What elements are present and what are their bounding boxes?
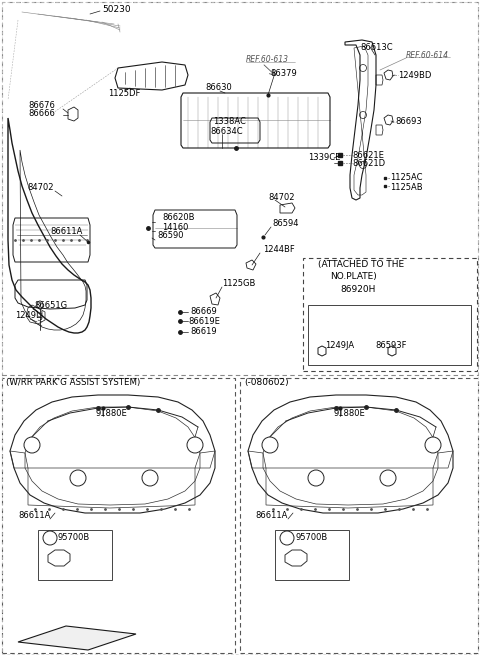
Text: 50230: 50230	[102, 5, 131, 14]
Text: 1249BD: 1249BD	[398, 70, 432, 79]
Text: 86634C: 86634C	[210, 127, 242, 136]
Text: a: a	[75, 474, 81, 483]
Circle shape	[43, 531, 57, 545]
Text: 1339CE: 1339CE	[308, 154, 340, 163]
Text: 86666: 86666	[28, 110, 55, 119]
Bar	[308, 305, 471, 365]
Text: 86611A: 86611A	[255, 512, 288, 520]
Text: 86693: 86693	[395, 117, 422, 127]
Text: REF.60-614: REF.60-614	[406, 51, 449, 60]
Text: 95700B: 95700B	[296, 533, 328, 543]
Circle shape	[425, 437, 441, 453]
Text: 14160: 14160	[162, 222, 188, 232]
Text: 1338AC: 1338AC	[213, 117, 246, 127]
FancyBboxPatch shape	[303, 258, 477, 371]
Text: REF.60-613: REF.60-613	[246, 56, 289, 64]
Circle shape	[262, 437, 278, 453]
Text: 86619: 86619	[190, 327, 216, 337]
FancyBboxPatch shape	[2, 2, 478, 375]
Circle shape	[308, 470, 324, 486]
Text: 86651G: 86651G	[34, 302, 67, 310]
Text: a: a	[192, 440, 198, 449]
Text: 86676: 86676	[28, 100, 55, 110]
Text: a: a	[267, 440, 273, 449]
FancyBboxPatch shape	[2, 378, 235, 653]
Text: (W/RR PARK'G ASSIST SYSTEM): (W/RR PARK'G ASSIST SYSTEM)	[6, 377, 140, 386]
Text: 86920H: 86920H	[340, 285, 375, 295]
Text: 95700B: 95700B	[58, 533, 90, 543]
Text: 1125AC: 1125AC	[390, 173, 422, 182]
Circle shape	[142, 470, 158, 486]
FancyBboxPatch shape	[240, 378, 478, 653]
Text: 1125DF: 1125DF	[108, 89, 140, 98]
Text: a: a	[431, 440, 435, 449]
Text: NO.PLATE): NO.PLATE)	[330, 272, 377, 281]
Text: a: a	[48, 533, 53, 543]
Text: 86611A: 86611A	[50, 228, 83, 237]
Circle shape	[24, 437, 40, 453]
Text: a: a	[29, 440, 35, 449]
Circle shape	[380, 470, 396, 486]
Text: 91880E: 91880E	[95, 409, 127, 417]
Polygon shape	[18, 626, 136, 650]
Text: (ATTACHED TO THE: (ATTACHED TO THE	[318, 260, 404, 270]
Text: 86669: 86669	[190, 308, 217, 316]
Text: 86621D: 86621D	[352, 159, 385, 169]
Text: 86594: 86594	[272, 220, 299, 228]
Text: 86590: 86590	[157, 232, 183, 241]
Bar	[275, 530, 349, 580]
Bar	[38, 530, 112, 580]
Text: 84702: 84702	[268, 194, 295, 203]
Text: 86611A: 86611A	[18, 512, 50, 520]
Text: 86630: 86630	[205, 83, 232, 92]
Text: (-080602): (-080602)	[244, 377, 288, 386]
Text: a: a	[385, 474, 391, 483]
Text: 1244BF: 1244BF	[263, 245, 295, 255]
Text: 1249JA: 1249JA	[325, 340, 354, 350]
Text: a: a	[313, 474, 319, 483]
Circle shape	[70, 470, 86, 486]
Text: 86593F: 86593F	[375, 340, 407, 350]
Text: 84702: 84702	[27, 184, 53, 192]
Text: 86619E: 86619E	[188, 316, 220, 325]
Circle shape	[280, 531, 294, 545]
Text: a: a	[285, 533, 289, 543]
Text: 86621E: 86621E	[352, 150, 384, 159]
Text: 91880E: 91880E	[333, 409, 365, 417]
Text: 1125AB: 1125AB	[390, 182, 422, 192]
Text: 1125GB: 1125GB	[222, 279, 255, 289]
Text: 86613C: 86613C	[360, 43, 393, 52]
Text: 86379: 86379	[270, 68, 297, 77]
Text: a: a	[147, 474, 153, 483]
Text: 86620B: 86620B	[162, 213, 194, 222]
Circle shape	[187, 437, 203, 453]
Text: 1249LJ: 1249LJ	[15, 312, 43, 321]
